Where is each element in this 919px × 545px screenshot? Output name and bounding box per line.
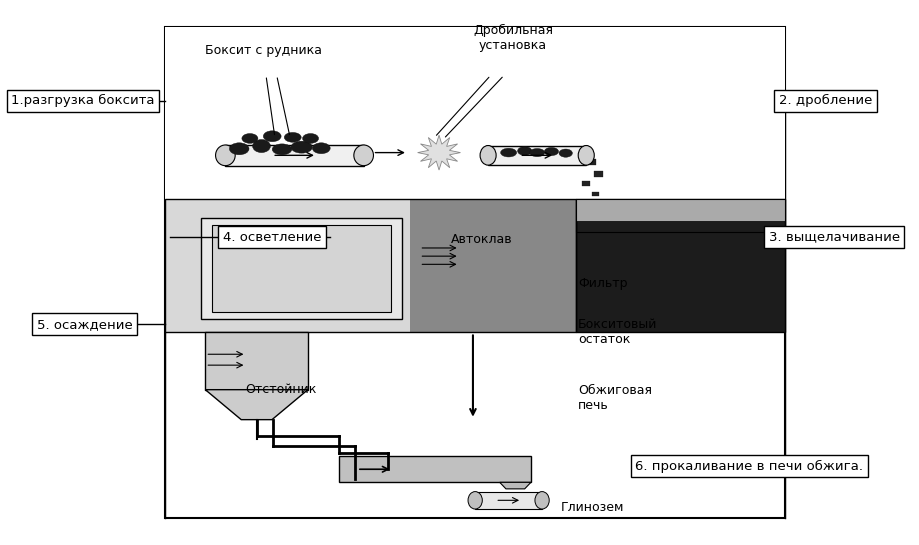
Ellipse shape — [535, 492, 550, 509]
Text: 1.разгрузка боксита: 1.разгрузка боксита — [11, 94, 154, 107]
Bar — [488, 146, 586, 165]
Bar — [205, 332, 308, 390]
Bar — [576, 199, 785, 221]
Ellipse shape — [312, 143, 330, 154]
Text: Дробильная
установка: Дробильная установка — [473, 23, 553, 52]
Bar — [584, 202, 591, 206]
Text: 6. прокаливание в печи обжига.: 6. прокаливание в печи обжига. — [636, 459, 864, 473]
Ellipse shape — [291, 141, 312, 153]
Bar — [582, 181, 590, 186]
Text: 3. выщелачивание: 3. выщелачивание — [768, 231, 900, 244]
Bar — [339, 456, 531, 482]
Text: Бокситовый
остаток: Бокситовый остаток — [578, 318, 658, 347]
Text: Автоклав: Автоклав — [450, 233, 512, 246]
Ellipse shape — [544, 148, 559, 156]
Ellipse shape — [529, 149, 545, 157]
Text: Фильтр: Фильтр — [578, 277, 628, 290]
Bar — [576, 199, 785, 332]
Ellipse shape — [253, 140, 270, 153]
Bar — [211, 225, 391, 312]
Ellipse shape — [284, 132, 301, 142]
Polygon shape — [205, 390, 308, 420]
Ellipse shape — [272, 144, 292, 155]
Ellipse shape — [480, 146, 496, 165]
Text: 5. осаждение: 5. осаждение — [37, 318, 132, 331]
Ellipse shape — [242, 134, 258, 143]
Bar — [165, 199, 576, 332]
Bar — [592, 192, 599, 196]
Ellipse shape — [354, 145, 373, 166]
Ellipse shape — [302, 134, 319, 143]
Bar — [165, 199, 576, 332]
Ellipse shape — [468, 492, 482, 509]
Bar — [587, 159, 596, 165]
Text: Отстойник: Отстойник — [245, 383, 317, 396]
Bar — [576, 199, 785, 232]
Polygon shape — [417, 135, 460, 170]
Bar — [411, 199, 576, 332]
Bar — [201, 218, 402, 319]
Text: 2. дробление: 2. дробление — [778, 94, 872, 107]
Text: 4. осветление: 4. осветление — [223, 231, 322, 244]
Ellipse shape — [263, 131, 281, 142]
Bar — [165, 27, 785, 518]
Bar — [225, 145, 364, 166]
Ellipse shape — [559, 149, 573, 158]
Polygon shape — [500, 482, 531, 489]
Ellipse shape — [517, 147, 532, 155]
Text: Обжиговая
печь: Обжиговая печь — [578, 384, 652, 412]
Text: Глинозем: Глинозем — [561, 501, 624, 514]
Ellipse shape — [578, 146, 595, 165]
Ellipse shape — [501, 148, 516, 157]
Ellipse shape — [230, 143, 249, 155]
Bar — [595, 172, 603, 177]
Text: Боксит с рудника: Боксит с рудника — [205, 44, 322, 57]
Ellipse shape — [216, 145, 235, 166]
Bar — [165, 27, 785, 199]
Bar — [475, 492, 542, 509]
